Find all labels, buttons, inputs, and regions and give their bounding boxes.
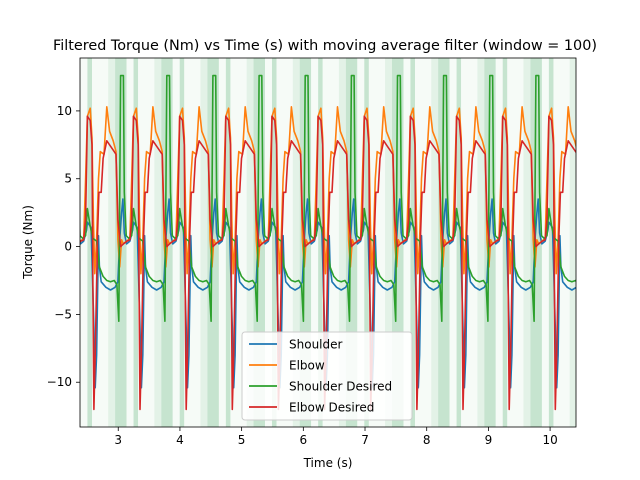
phase-band-4 — [311, 58, 319, 427]
phase-band-2 — [246, 58, 254, 427]
series-line-3 — [80, 115, 576, 411]
phase-band-2 — [108, 58, 116, 427]
y-axis-label: Torque (Nm) — [21, 205, 35, 280]
phase-band-2 — [569, 58, 576, 427]
x-tick-label: 8 — [423, 433, 431, 447]
x-tick-label: 5 — [238, 433, 246, 447]
x-tick-label: 7 — [361, 433, 369, 447]
legend-label: Elbow — [289, 359, 325, 373]
phase-band-4 — [449, 58, 457, 427]
phase-band-0 — [456, 58, 462, 427]
y-tick-label: 5 — [64, 172, 72, 186]
x-axis-label: Time (s) — [303, 456, 353, 470]
phase-band-2 — [385, 58, 392, 427]
phase-band-2 — [431, 58, 439, 427]
phase-band-4 — [357, 58, 365, 427]
phase-band-0 — [318, 58, 323, 427]
x-tick-label: 6 — [300, 433, 308, 447]
phase-band-0 — [548, 58, 554, 427]
phase-band-0 — [179, 58, 185, 427]
x-tick-label: 10 — [542, 433, 557, 447]
phase-band-0 — [410, 58, 416, 427]
phase-band-4 — [126, 58, 134, 427]
phase-band-4 — [80, 58, 88, 427]
x-tick-label: 4 — [176, 433, 184, 447]
phase-band-2 — [523, 58, 531, 427]
phase-band-0 — [271, 58, 277, 427]
y-axis-ticks: −10 −5 0 5 10 — [47, 104, 80, 389]
phase-band-4 — [172, 58, 180, 427]
y-tick-label: −10 — [47, 375, 72, 389]
phase-band-4 — [541, 58, 549, 427]
phase-band-2 — [292, 58, 300, 427]
y-tick-label: 10 — [57, 104, 72, 118]
phase-band-0 — [87, 58, 93, 427]
phase-band-0 — [364, 58, 369, 427]
phase-band-2 — [477, 58, 485, 427]
phase-band-4 — [218, 58, 226, 427]
y-tick-label: −5 — [54, 307, 72, 321]
x-axis-ticks: 3 4 5 6 7 8 9 10 — [114, 427, 558, 447]
phase-band-4 — [265, 58, 272, 427]
phase-band-0 — [225, 58, 231, 427]
series-line-2 — [80, 74, 576, 322]
phase-band-4 — [495, 58, 503, 427]
phase-band-4 — [403, 58, 411, 427]
legend-label: Shoulder — [289, 338, 343, 352]
phase-band-0 — [502, 58, 508, 427]
legend-box — [241, 331, 413, 421]
y-tick-label: 0 — [64, 240, 72, 254]
phase-band-2 — [338, 58, 346, 427]
legend-label: Shoulder Desired — [289, 380, 392, 394]
series-lines — [80, 74, 576, 411]
phase-band-2 — [200, 58, 208, 427]
legend-label: Elbow Desired — [289, 401, 374, 415]
phase-band-2 — [154, 58, 162, 427]
chart-title: Filtered Torque (Nm) vs Time (s) with mo… — [53, 38, 597, 54]
legend: Shoulder Elbow Shoulder Desired Elbow Desir… — [241, 331, 413, 421]
x-tick-label: 9 — [485, 433, 493, 447]
x-tick-label: 3 — [114, 433, 122, 447]
phase-band-0 — [133, 58, 139, 427]
plot-frame — [79, 57, 577, 428]
